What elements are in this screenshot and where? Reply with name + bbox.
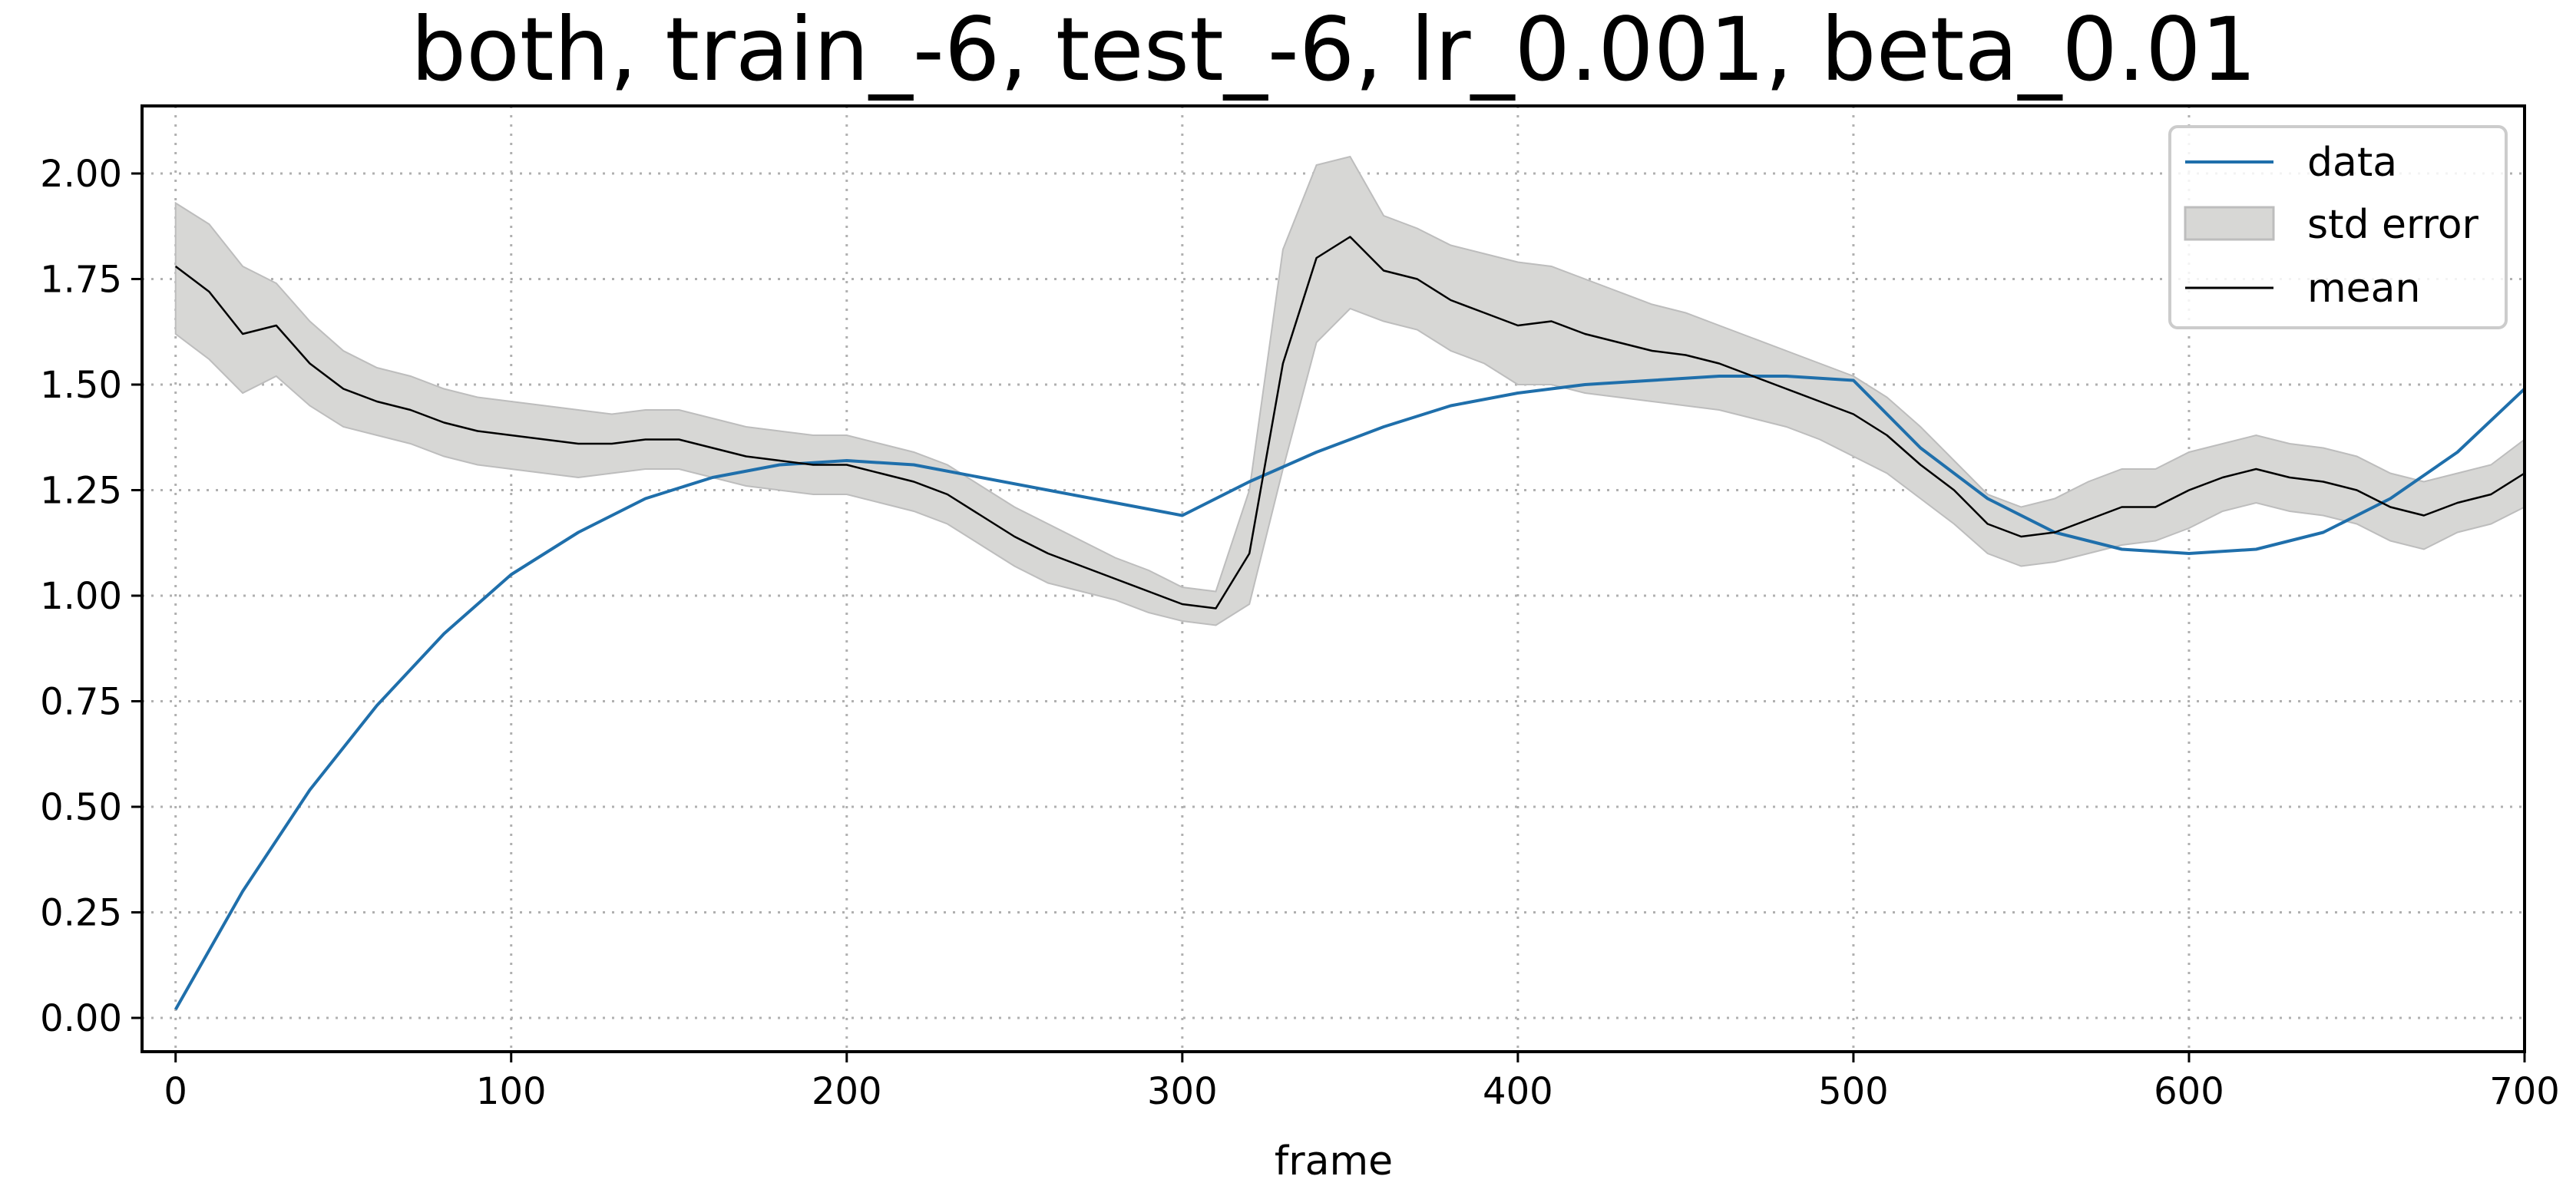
x-axis-label: frame — [1275, 1138, 1393, 1184]
legend: data std error mean — [2168, 125, 2508, 329]
series-lines-layer — [174, 236, 2526, 1010]
x-tick-label: 300 — [1147, 1070, 1218, 1113]
x-tick-label: 100 — [476, 1070, 547, 1113]
axis-ticks: 0 100 200 300 400 500 600 700 0.00 0.25 0.50 0.75 1.… — [40, 153, 2560, 1113]
y-tick-label: 0.25 — [40, 892, 122, 935]
chart-title: both, train_-6, test_-6, lr_0.001, beta_… — [411, 0, 2257, 101]
y-tick-label: 0.75 — [40, 681, 122, 724]
legend-box — [2168, 125, 2508, 329]
x-tick-label: 0 — [164, 1070, 187, 1113]
mean-series-line — [174, 236, 2525, 610]
y-tick-label: 1.25 — [40, 470, 122, 513]
legend-mean-label: mean — [2307, 266, 2420, 312]
x-tick-label: 700 — [2489, 1070, 2560, 1113]
y-tick-label: 1.75 — [40, 259, 122, 302]
y-tick-label: 0.50 — [40, 786, 122, 829]
y-tick-label: 2.00 — [40, 153, 122, 196]
x-tick-label: 600 — [2154, 1070, 2224, 1113]
data-series-line — [174, 375, 2526, 1010]
x-tick-label: 200 — [812, 1070, 882, 1113]
plot-area-frame — [141, 104, 2526, 1053]
x-tick-label: 500 — [1818, 1070, 1889, 1113]
legend-data-label: data — [2307, 140, 2397, 186]
legend-std-error-swatch — [2184, 206, 2275, 241]
y-tick-label: 0.00 — [40, 997, 122, 1040]
y-tick-label: 1.00 — [40, 575, 122, 618]
x-tick-label: 400 — [1483, 1070, 1553, 1113]
y-tick-label: 1.50 — [40, 364, 122, 407]
legend-std-error-label: std error — [2307, 202, 2479, 248]
